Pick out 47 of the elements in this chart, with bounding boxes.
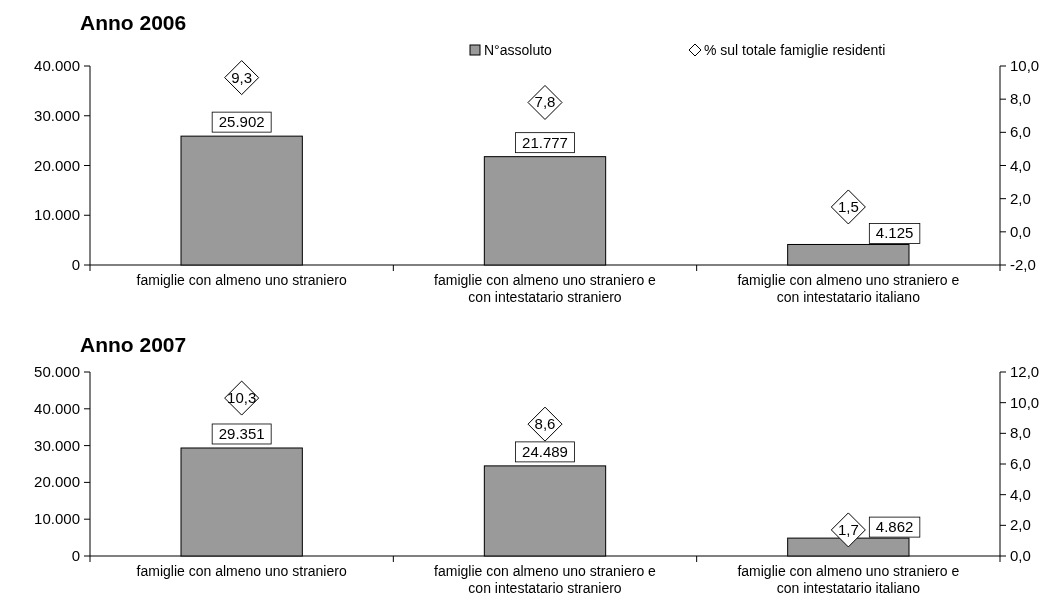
- data-label: 9,3: [231, 68, 253, 86]
- y2-tick-label: 2,0: [1010, 189, 1031, 207]
- y2-tick-label: 10,0: [1010, 57, 1040, 74]
- x-tick-label: famiglie con almeno uno straniero e con intestatario italiano: [737, 563, 960, 596]
- data-label: 1,5: [837, 197, 859, 215]
- chart-title: Anno 2006: [80, 11, 187, 34]
- y2-tick-label: -2,0: [1010, 256, 1036, 273]
- data-label: 25.902: [218, 113, 265, 131]
- y-tick-label: 40.000: [34, 57, 80, 74]
- data-label: 29.351: [218, 424, 265, 442]
- x-tick-label: famiglie con almeno uno straniero: [136, 272, 347, 288]
- x-tick-label: famiglie con almeno uno straniero e con intestatario straniero: [434, 563, 657, 596]
- y-tick-label: 10.000: [34, 206, 80, 224]
- y2-tick-label: 10,0: [1010, 393, 1040, 411]
- y2-tick-label: 0,0: [1010, 547, 1031, 564]
- y2-tick-label: 12,0: [1010, 363, 1040, 380]
- y-tick-label: 0: [71, 547, 80, 564]
- y-tick-label: 20.000: [34, 156, 80, 174]
- y2-tick-label: 2,0: [1010, 516, 1031, 534]
- data-label: 4.862: [875, 518, 914, 536]
- y2-tick-label: 4,0: [1010, 485, 1031, 503]
- y2-tick-label: 8,0: [1010, 90, 1031, 108]
- x-tick-label: famiglie con almeno uno straniero e con intestatario straniero: [434, 272, 657, 305]
- data-label: 21.777: [522, 133, 568, 151]
- x-tick-label: famiglie con almeno uno straniero e con intestatario italiano: [737, 272, 960, 305]
- legend-label: % sul totale famiglie residenti: [704, 42, 886, 58]
- y-tick-label: 40.000: [34, 399, 80, 417]
- chart-title: Anno 2007: [80, 333, 187, 356]
- y2-tick-label: 6,0: [1010, 455, 1031, 472]
- y-tick-label: 30.000: [34, 106, 80, 124]
- y-tick-label: 10.000: [34, 510, 80, 528]
- y2-tick-label: 0,0: [1010, 222, 1031, 240]
- y2-tick-label: 8,0: [1010, 424, 1031, 442]
- data-label: 4.125: [875, 224, 914, 242]
- legend-label: N°assoluto: [484, 42, 553, 58]
- y-tick-label: 20.000: [34, 473, 80, 491]
- data-label: 8,6: [534, 415, 556, 433]
- data-label: 7,8: [534, 93, 556, 111]
- y-tick-label: 0: [71, 256, 80, 273]
- y-tick-label: 50.000: [34, 363, 80, 380]
- data-label: 1,7: [837, 520, 859, 538]
- data-label: 10,3: [227, 389, 257, 407]
- data-label: 24.489: [522, 442, 568, 460]
- y2-tick-label: 6,0: [1010, 123, 1031, 141]
- y-tick-label: 30.000: [34, 436, 80, 454]
- x-tick-label: famiglie con almeno uno straniero: [136, 563, 347, 579]
- y2-tick-label: 4,0: [1010, 156, 1031, 174]
